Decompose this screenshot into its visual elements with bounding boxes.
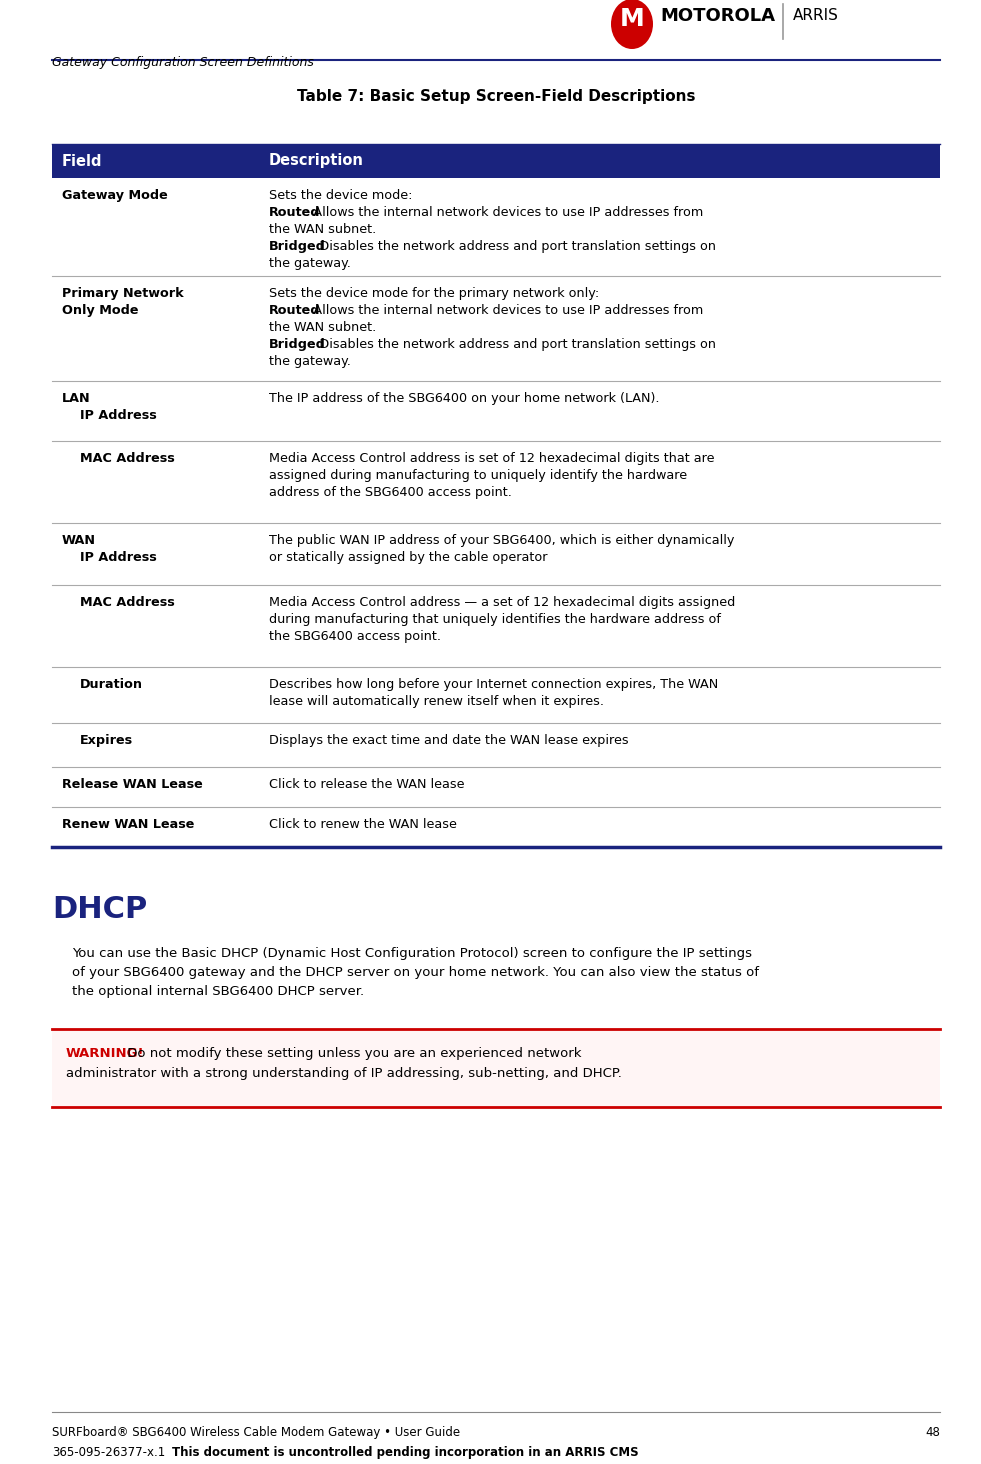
Text: the WAN subnet.: the WAN subnet. (269, 223, 377, 236)
Text: This document is uncontrolled pending incorporation in an ARRIS CMS: This document is uncontrolled pending in… (172, 1446, 639, 1460)
Text: IP Address: IP Address (80, 408, 157, 422)
Text: IP Address: IP Address (80, 550, 157, 564)
Bar (52, 1029, 940, 1107)
Bar (52, 767, 940, 807)
Bar (52, 381, 940, 441)
Text: ARRIS: ARRIS (793, 9, 839, 23)
Text: MAC Address: MAC Address (80, 596, 175, 609)
Text: Release WAN Lease: Release WAN Lease (62, 777, 203, 791)
Text: the SBG6400 access point.: the SBG6400 access point. (269, 630, 441, 643)
Text: Click to renew the WAN lease: Click to renew the WAN lease (269, 818, 457, 832)
Text: Sets the device mode:: Sets the device mode: (269, 189, 412, 202)
Text: : Disables the network address and port translation settings on: : Disables the network address and port … (311, 240, 716, 253)
Text: assigned during manufacturing to uniquely identify the hardware: assigned during manufacturing to uniquel… (269, 468, 687, 482)
Text: MAC Address: MAC Address (80, 452, 175, 466)
Text: WAN: WAN (62, 534, 96, 548)
Text: Gateway Configuration Screen Definitions: Gateway Configuration Screen Definitions (52, 56, 314, 69)
Text: Sets the device mode for the primary network only:: Sets the device mode for the primary net… (269, 287, 599, 300)
Bar (52, 723, 940, 767)
Text: WARNING!: WARNING! (66, 1047, 144, 1060)
Ellipse shape (611, 0, 653, 48)
Text: Μ: Μ (620, 7, 645, 31)
Bar (52, 143, 940, 179)
Text: Table 7: Basic Setup Screen-Field Descriptions: Table 7: Basic Setup Screen-Field Descri… (296, 89, 696, 104)
Text: Media Access Control address is set of 12 hexadecimal digits that are: Media Access Control address is set of 1… (269, 452, 714, 466)
Text: : Disables the network address and port translation settings on: : Disables the network address and port … (311, 338, 716, 351)
Bar (52, 668, 940, 723)
Text: Gateway Mode: Gateway Mode (62, 189, 168, 202)
Text: Describes how long before your Internet connection expires, The WAN: Describes how long before your Internet … (269, 678, 718, 691)
Bar (52, 807, 940, 848)
Text: Click to release the WAN lease: Click to release the WAN lease (269, 777, 464, 791)
Text: Primary Network: Primary Network (62, 287, 183, 300)
Text: the gateway.: the gateway. (269, 354, 351, 367)
Text: Routed: Routed (269, 305, 321, 318)
Text: The public WAN IP address of your SBG6400, which is either dynamically: The public WAN IP address of your SBG640… (269, 534, 735, 548)
Text: DHCP: DHCP (52, 895, 147, 924)
Text: : Allows the internal network devices to use IP addresses from: : Allows the internal network devices to… (305, 206, 703, 220)
Text: during manufacturing that uniquely identifies the hardware address of: during manufacturing that uniquely ident… (269, 613, 721, 627)
Text: Description: Description (269, 154, 364, 168)
Text: Only Mode: Only Mode (62, 305, 138, 318)
Text: administrator with a strong understanding of IP addressing, sub-netting, and DHC: administrator with a strong understandin… (66, 1067, 622, 1080)
Bar (52, 586, 940, 668)
Text: 365-095-26377-x.1: 365-095-26377-x.1 (52, 1446, 165, 1460)
Text: address of the SBG6400 access point.: address of the SBG6400 access point. (269, 486, 512, 499)
Text: of your SBG6400 gateway and the DHCP server on your home network. You can also v: of your SBG6400 gateway and the DHCP ser… (72, 966, 759, 979)
Text: lease will automatically renew itself when it expires.: lease will automatically renew itself wh… (269, 695, 604, 709)
Text: LAN: LAN (62, 392, 90, 406)
Text: the optional internal SBG6400 DHCP server.: the optional internal SBG6400 DHCP serve… (72, 985, 364, 998)
Text: Routed: Routed (269, 206, 321, 220)
Text: Duration: Duration (80, 678, 143, 691)
Bar (52, 441, 940, 523)
Text: The IP address of the SBG6400 on your home network (LAN).: The IP address of the SBG6400 on your ho… (269, 392, 659, 406)
Text: Media Access Control address — a set of 12 hexadecimal digits assigned: Media Access Control address — a set of … (269, 596, 735, 609)
Text: the gateway.: the gateway. (269, 258, 351, 269)
Text: MOTOROLA: MOTOROLA (660, 7, 775, 25)
Text: : Allows the internal network devices to use IP addresses from: : Allows the internal network devices to… (305, 305, 703, 318)
Text: the WAN subnet.: the WAN subnet. (269, 321, 377, 334)
Text: Expires: Expires (80, 733, 133, 747)
Bar (52, 523, 940, 586)
Text: Field: Field (62, 154, 102, 168)
Bar (52, 277, 940, 381)
Text: Renew WAN Lease: Renew WAN Lease (62, 818, 194, 832)
Text: or statically assigned by the cable operator: or statically assigned by the cable oper… (269, 550, 547, 564)
Bar (52, 179, 940, 277)
Text: Bridged: Bridged (269, 240, 326, 253)
Text: You can use the Basic DHCP (Dynamic Host Configuration Protocol) screen to confi: You can use the Basic DHCP (Dynamic Host… (72, 947, 752, 960)
Text: Do not modify these setting unless you are an experienced network: Do not modify these setting unless you a… (123, 1047, 582, 1060)
Text: Bridged: Bridged (269, 338, 326, 351)
Text: Displays the exact time and date the WAN lease expires: Displays the exact time and date the WAN… (269, 733, 629, 747)
Text: SURFboard® SBG6400 Wireless Cable Modem Gateway • User Guide: SURFboard® SBG6400 Wireless Cable Modem … (52, 1426, 460, 1439)
Text: 48: 48 (925, 1426, 940, 1439)
